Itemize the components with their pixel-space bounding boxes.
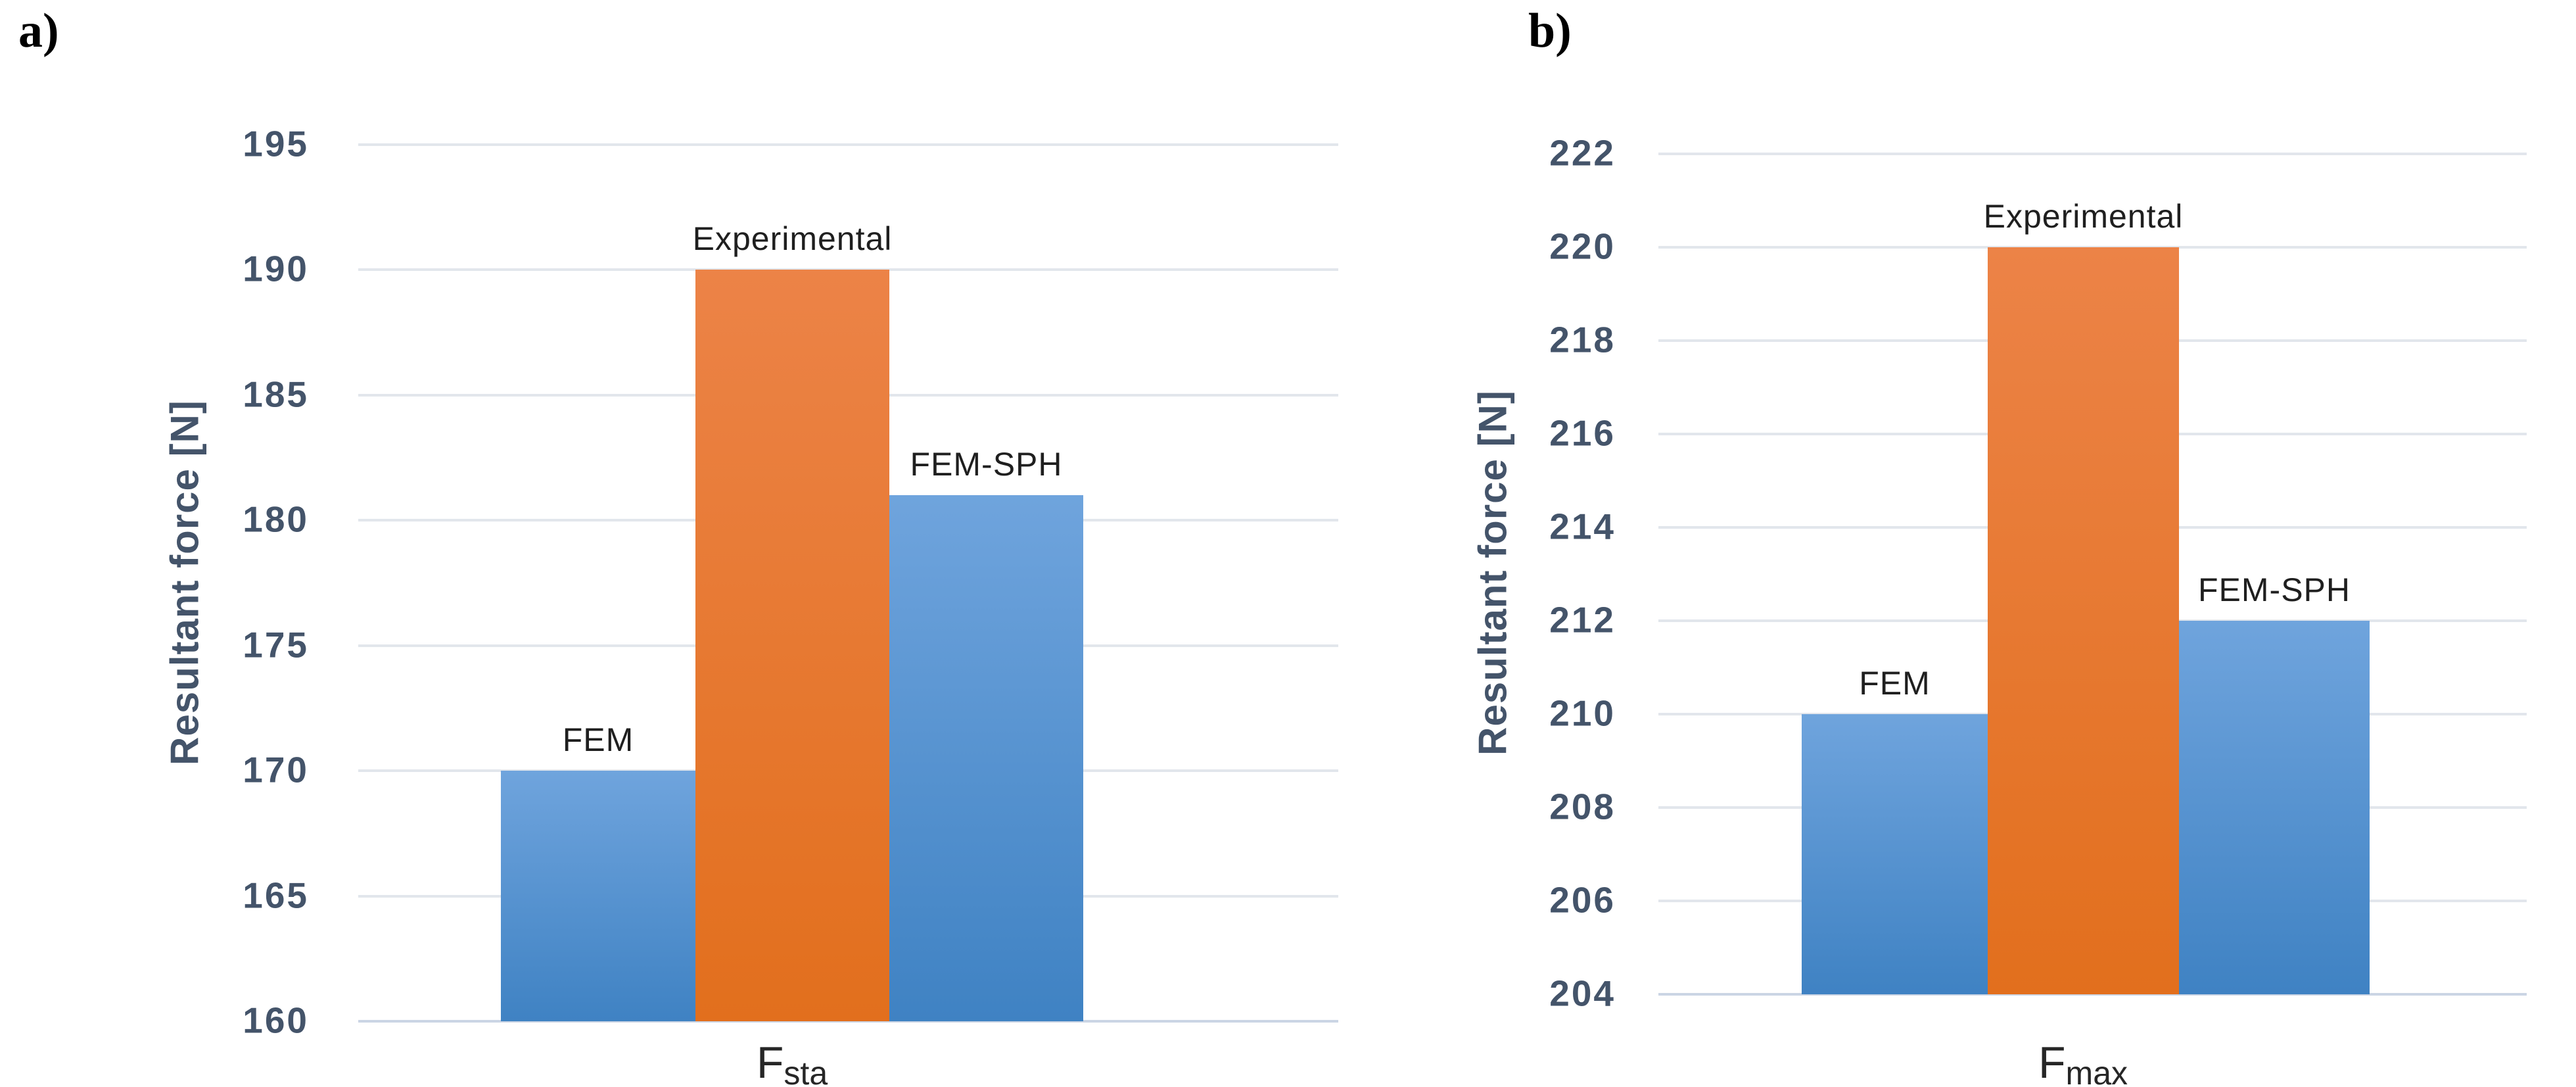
bar-label-experimental: Experimental [692, 220, 893, 258]
bar-fem-sph [2179, 621, 2370, 994]
y-tick-label-190: 190 [243, 248, 309, 289]
x-axis-label-a-subscript: sta [784, 1055, 828, 1087]
y-tick-label-218: 218 [1549, 319, 1616, 360]
panel-label-a: a) [18, 4, 59, 58]
y-tick-label-222: 222 [1549, 132, 1616, 174]
gridline-222 [1658, 153, 2527, 155]
y-tick-label-185: 185 [243, 374, 309, 415]
panel-label-b: b) [1528, 4, 1572, 58]
y-tick-label-175: 175 [243, 624, 309, 665]
bar-fem-sph [889, 495, 1083, 1021]
y-tick-label-180: 180 [243, 498, 309, 540]
bar-experimental [695, 270, 889, 1021]
bar-label-fem: FEM [562, 721, 634, 759]
y-tick-label-165: 165 [243, 874, 309, 915]
bar-label-fem-sph: FEM-SPH [910, 446, 1063, 483]
y-tick-label-210: 210 [1549, 692, 1616, 734]
gridline-204 [1658, 993, 2527, 996]
x-axis-label-b: Fmax [2038, 1038, 2128, 1087]
bar-experimental [1988, 247, 2179, 994]
bar-fem [1802, 714, 1988, 994]
gridline-160 [358, 1020, 1338, 1023]
y-tick-label-216: 216 [1549, 412, 1616, 454]
x-axis-label-a-main: F [756, 1038, 784, 1087]
y-tick-label-206: 206 [1549, 879, 1616, 921]
y-tick-label-195: 195 [243, 123, 309, 164]
bar-fem [501, 771, 695, 1021]
y-tick-label-212: 212 [1549, 599, 1616, 640]
gridline-195 [358, 143, 1338, 146]
x-axis-label-a: Fsta [756, 1038, 828, 1087]
bar-label-experimental: Experimental [1983, 198, 2184, 235]
x-axis-label-b-main: F [2038, 1038, 2066, 1087]
y-tick-label-208: 208 [1549, 786, 1616, 827]
bar-label-fem: FEM [1859, 665, 1931, 702]
x-axis-label-b-subscript: max [2065, 1055, 2128, 1087]
y-tick-label-204: 204 [1549, 973, 1616, 1014]
bar-label-fem-sph: FEM-SPH [2198, 571, 2351, 608]
y-tick-label-160: 160 [243, 1000, 309, 1041]
y-tick-label-170: 170 [243, 749, 309, 790]
y-tick-label-214: 214 [1549, 506, 1616, 547]
y-tick-label-220: 220 [1549, 226, 1616, 267]
